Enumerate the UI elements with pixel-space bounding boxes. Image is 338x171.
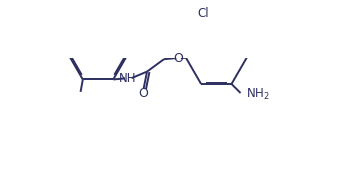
Text: O: O [138,87,148,100]
Text: NH: NH [119,72,137,85]
Text: Cl: Cl [197,8,209,21]
Text: NH$_2$: NH$_2$ [246,87,270,102]
Text: O: O [174,52,184,65]
